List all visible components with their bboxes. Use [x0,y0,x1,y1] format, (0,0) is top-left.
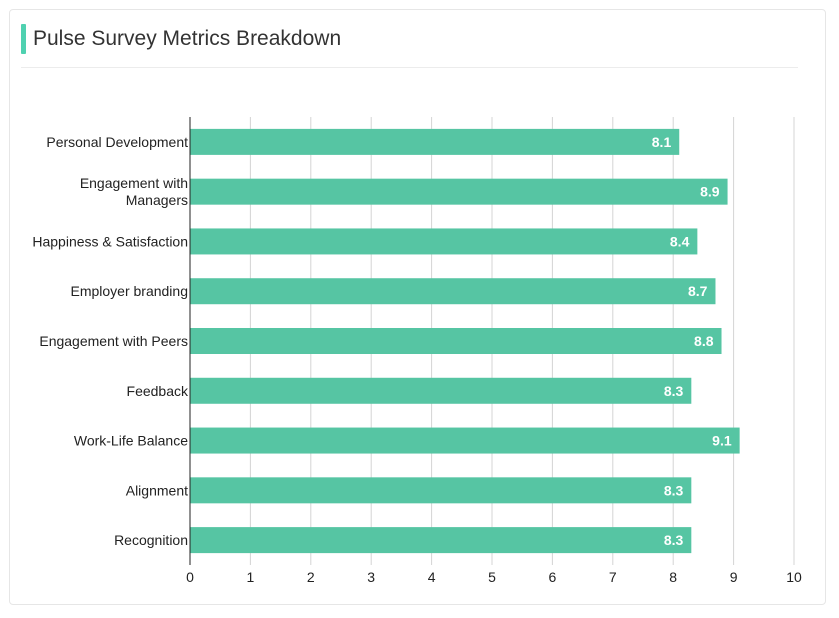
category-label-line: Managers [126,192,188,208]
category-label-line: Employer branding [70,283,188,299]
x-tick-label: 3 [367,569,375,585]
value-label: 8.4 [670,233,690,249]
value-label: 8.1 [652,134,672,150]
category-label: Alignment [126,482,188,498]
chart-card [9,9,826,605]
category-label-line: Recognition [114,532,188,548]
category-label-line: Engagement with [80,175,188,191]
x-tick-label: 0 [186,569,194,585]
x-tick-label: 6 [549,569,557,585]
category-label-line: Happiness & Satisfaction [32,233,188,249]
chart-header: Pulse Survey Metrics Breakdown [21,24,798,54]
value-label: 8.3 [664,532,684,548]
category-label-line: Feedback [127,383,189,399]
x-tick-label: 4 [428,569,436,585]
bar [190,328,722,354]
x-tick-label: 10 [786,569,802,585]
x-tick-label: 2 [307,569,315,585]
bar [190,278,716,305]
value-label: 8.8 [694,333,714,349]
x-tick-label: 9 [730,569,738,585]
category-label: Employer branding [70,283,188,299]
header-divider [21,67,798,68]
category-label: Engagement with Peers [39,333,188,349]
bar [190,427,740,454]
x-tick-label: 1 [247,569,255,585]
chart-title: Pulse Survey Metrics Breakdown [33,27,342,50]
category-label: Personal Development [46,134,188,150]
x-tick-label: 5 [488,569,496,585]
x-tick-label: 8 [669,569,677,585]
bar [190,377,692,404]
value-label: 8.7 [688,283,708,299]
category-label: Feedback [127,383,189,399]
value-label: 8.3 [664,482,684,498]
value-label: 8.9 [700,184,720,200]
category-label: Engagement with Managers [80,175,188,208]
category-label: Happiness & Satisfaction [32,233,188,249]
title-accent-bar [21,24,26,54]
bar [190,527,692,554]
bar [190,178,728,205]
bar [190,128,680,155]
bar [190,477,692,504]
category-label: Recognition [114,532,188,548]
category-label-line: Work-Life Balance [74,433,188,449]
category-label-line: Alignment [126,482,188,498]
value-label: 9.1 [712,433,732,449]
category-label-line: Engagement with Peers [39,333,188,349]
bar [190,228,698,255]
x-tick-label: 7 [609,569,617,585]
value-label: 8.3 [664,383,684,399]
category-label: Work-Life Balance [74,433,188,449]
category-label-line: Personal Development [46,134,188,150]
